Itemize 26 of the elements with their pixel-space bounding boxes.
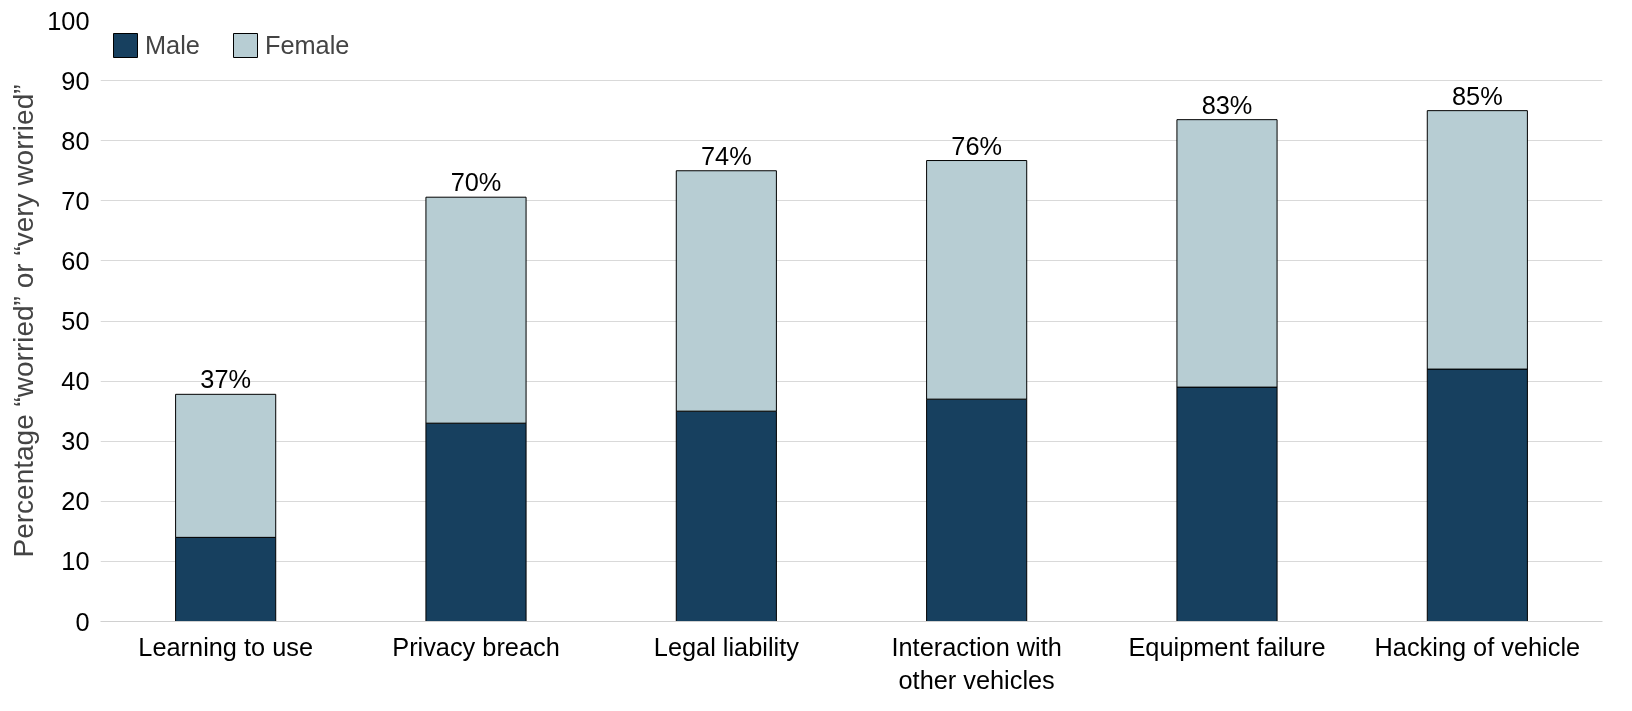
y-tick-label: 60 <box>61 246 90 275</box>
y-tick-label: 90 <box>61 66 90 95</box>
x-tick-label: Interaction with other vehicles <box>891 632 1062 695</box>
total-label: 85% <box>1451 81 1503 110</box>
total-label: 74% <box>700 141 752 170</box>
total-label: 70% <box>450 168 502 197</box>
legend-label: Male <box>145 30 200 60</box>
total-label: 37% <box>200 365 252 394</box>
y-tick-label: 30 <box>61 427 90 456</box>
x-tick-label: Legal liability <box>653 632 800 661</box>
y-tick-label: 50 <box>61 307 90 335</box>
total-label: 76% <box>951 131 1003 160</box>
total-label: 83% <box>1201 90 1253 119</box>
y-tick-label: 0 <box>75 607 90 636</box>
x-tick-label: Learning to use <box>138 632 313 661</box>
y-tick-label: 100 <box>47 6 90 35</box>
y-tick-label: 20 <box>61 487 90 516</box>
legend-label: Female <box>264 30 350 60</box>
y-axis-title: Percentage “worried” or “very worried” <box>8 84 40 558</box>
y-tick-label: 10 <box>61 547 90 576</box>
y-tick-label: 70 <box>61 186 90 215</box>
x-tick-label: Privacy breach <box>392 632 560 661</box>
x-tick-label: Hacking of vehicle <box>1374 632 1581 661</box>
y-tick-label: 80 <box>61 126 90 155</box>
x-tick-label: Equipment failure <box>1128 632 1326 661</box>
y-tick-label: 40 <box>61 367 90 396</box>
